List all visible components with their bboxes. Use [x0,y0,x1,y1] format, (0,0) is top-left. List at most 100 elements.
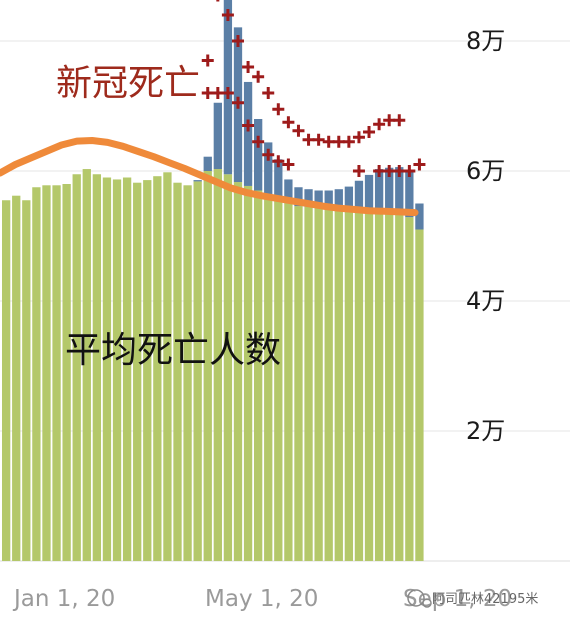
covid-marker [282,116,295,129]
covid-marker [201,87,214,99]
covid-bar [364,174,374,211]
average-trend-line [0,137,419,217]
average-bar [12,195,21,561]
covid-marker [363,126,376,138]
covid-marker [231,35,244,47]
average-bar [143,180,152,561]
average-bar [62,184,71,561]
average-bar [314,207,323,561]
covid-marker [221,9,234,21]
x-tick-label: May 1, 20 [205,586,318,612]
covid-bar [254,119,263,191]
y-tick-label: 4万 [466,287,505,315]
average-bar [294,206,303,561]
watermark: 阿司匹林42195米 [407,589,538,608]
average-bar [72,174,81,561]
covid-marker [383,165,396,177]
average-bar [133,182,142,561]
average-bar [344,209,354,561]
watermark-logo-dot [422,598,432,608]
covid-bar [344,186,354,210]
y-axis-ticks: 2万 4万 6万 8万 [466,27,505,445]
average-bar [163,172,172,562]
covid-marker [373,165,386,177]
covid-marker [322,135,335,148]
covid-bar [274,159,283,199]
covid-marker [272,155,285,168]
covid-bar [284,179,293,203]
covid-marker [403,165,416,177]
average-bar [32,187,41,561]
y-tick-label: 2万 [466,417,505,445]
covid-marker [282,158,295,171]
average-bar [22,200,31,561]
average-bar [374,211,384,562]
covid-marker [262,148,275,161]
covid-marker [383,114,396,127]
covid-marker [393,165,406,177]
average-bar [153,176,162,561]
covid-bar [294,187,303,207]
average-bar [364,210,374,561]
average-bar [102,177,112,561]
covid-marker [342,135,355,148]
average-bar [92,174,102,561]
average-bar [385,211,394,561]
average-deaths-bars [2,169,424,562]
average-bar [354,210,364,561]
covid-bar [203,156,212,171]
covid-marker [262,87,275,99]
covid-marker [221,87,234,99]
covid-marker [201,54,214,67]
average-bar [254,190,263,561]
average-bar [334,208,343,561]
covid-marker [272,103,285,116]
covid-deaths-annotation: 新冠死亡 [56,63,200,104]
average-bar [324,208,333,562]
covid-marker [393,114,406,127]
average-bar [193,181,202,561]
average-deaths-annotation: 平均死亡人数 [65,330,281,371]
average-bar [213,169,222,562]
covid-marker [302,133,315,146]
covid-bar [395,167,404,213]
covid-marker [211,87,224,99]
covid-bar [264,142,273,195]
covid-marker [252,135,265,148]
covid-marker [352,131,365,144]
covid-bar [385,167,394,212]
covid-bar [304,189,313,207]
covid-bar [314,190,323,208]
covid-marker [252,70,265,83]
covid-bar [213,102,222,170]
covid-marker [373,118,386,131]
covid-marker [332,135,345,148]
x-tick-label: Sep 1, 20 [403,586,512,612]
average-bar [243,185,253,561]
x-tick-label: Jan 1, 20 [12,586,115,612]
covid-bar [193,180,202,182]
average-bar [2,200,11,561]
covid-bar [415,203,424,230]
average-bar [183,185,192,562]
average-bar [203,171,212,561]
watermark-logo-icon [407,589,425,607]
covid-bar [243,81,253,186]
average-bar [122,177,132,561]
average-bar [284,202,293,561]
x-axis-ticks: Jan 1, 20 May 1, 20 Sep 1, 20 [12,586,512,612]
y-tick-label: 8万 [466,27,505,55]
average-bar [42,185,51,562]
average-bar [52,185,61,562]
average-bar [304,206,313,561]
average-bar [112,179,122,561]
y-tick-label: 6万 [466,157,505,185]
covid-marker [292,124,305,137]
covid-bar [374,169,384,212]
covid-marker [312,133,325,146]
covid-bar [334,189,343,209]
average-bar [415,229,424,561]
covid-marker [231,96,244,109]
covid-marker [216,0,220,2]
average-bar [405,217,414,561]
